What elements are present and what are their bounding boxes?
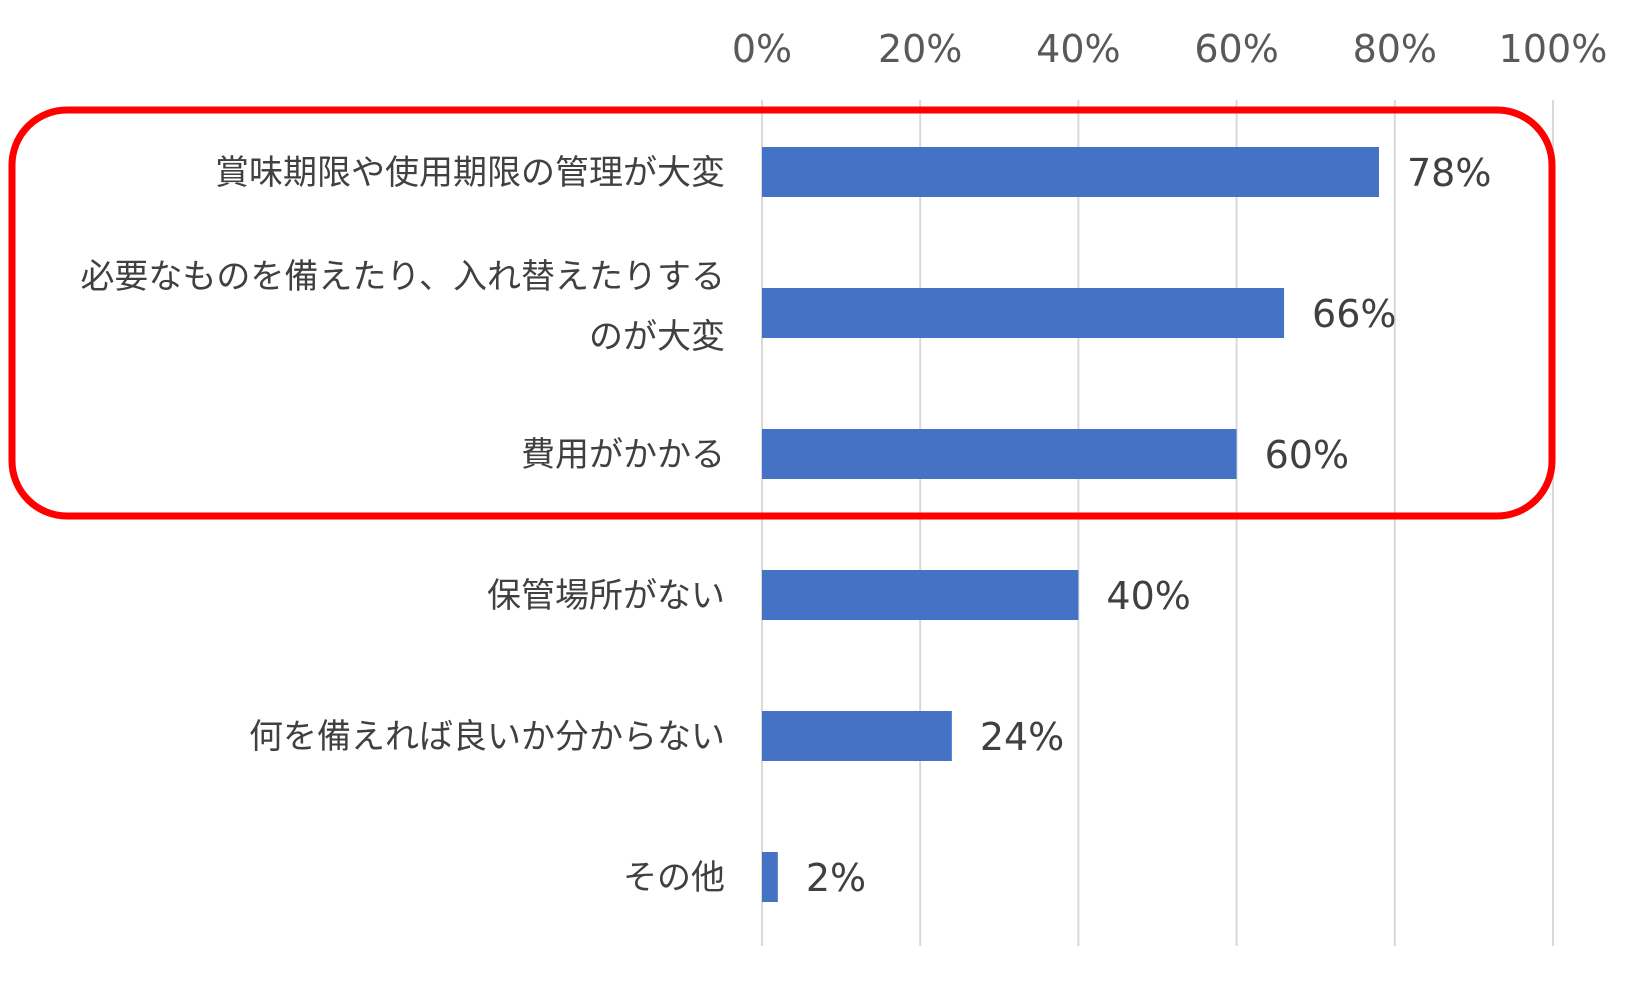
bar — [762, 429, 1237, 479]
category-label: 何を備えれば良いか分からない — [249, 717, 725, 757]
x-tick-label: 40% — [1036, 27, 1120, 71]
x-tick-label: 60% — [1194, 27, 1278, 71]
highlight-box — [8, 106, 1556, 520]
x-tick-label: 100% — [1499, 27, 1608, 71]
category-label: 必要なものを備えたり、入れ替えたりする — [80, 257, 725, 297]
bar — [762, 147, 1379, 197]
category-labels: 賞味期限や使用期限の管理が大変必要なものを備えたり、入れ替えたりするのが大変費用… — [80, 153, 725, 898]
x-tick-label: 80% — [1353, 27, 1437, 71]
x-axis-tick-labels: 0% 20% 40% 60% 80% 100% — [732, 27, 1607, 71]
data-label: 24% — [980, 715, 1064, 759]
x-tick-label: 0% — [732, 27, 792, 71]
gridlines — [761, 100, 1554, 946]
data-label: 78% — [1407, 151, 1491, 195]
highlight-layer — [8, 106, 1556, 520]
category-label: 賞味期限や使用期限の管理が大変 — [215, 153, 725, 193]
bar — [762, 288, 1285, 338]
data-label: 66% — [1312, 292, 1396, 336]
category-label: その他 — [623, 858, 725, 898]
bar — [762, 570, 1079, 620]
data-labels: 78% 66% 60% 40% 24% 2% — [806, 151, 1492, 900]
x-tick-label: 20% — [878, 27, 962, 71]
category-label: 保管場所がない — [487, 576, 725, 616]
category-label: のが大変 — [589, 317, 725, 357]
bar — [762, 711, 952, 761]
data-label: 60% — [1265, 433, 1349, 477]
data-label: 2% — [806, 856, 866, 900]
bar — [762, 852, 778, 902]
data-label: 40% — [1106, 574, 1190, 618]
category-label: 費用がかかる — [521, 435, 725, 475]
bars — [762, 147, 1379, 902]
